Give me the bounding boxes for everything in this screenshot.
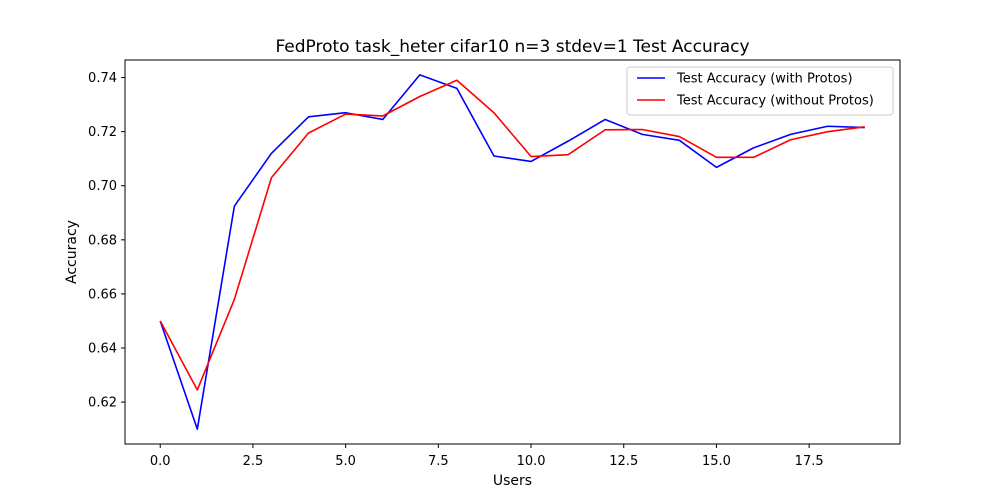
x-tick-label: 12.5 — [609, 454, 638, 469]
series-lines — [159, 74, 865, 430]
y-tick-label: 0.62 — [88, 396, 117, 411]
x-tick-label: 10.0 — [517, 454, 546, 469]
legend-label-1: Test Accuracy (with Protos) — [676, 72, 853, 87]
x-axis-ticks: 0.0 2.5 5.0 7.5 10.0 12.5 15.0 17.5 — [150, 444, 824, 469]
chart-title: FedProto task_heter cifar10 n=3 stdev=1 … — [275, 37, 749, 57]
x-tick-label: 17.5 — [795, 454, 824, 469]
x-axis-label: Users — [493, 473, 532, 489]
series-line-2 — [159, 79, 865, 391]
x-tick-label: 5.0 — [335, 454, 356, 469]
y-tick-label: 0.64 — [88, 342, 117, 357]
x-tick-label: 15.0 — [702, 454, 731, 469]
y-tick-label: 0.70 — [88, 179, 117, 194]
y-tick-label: 0.72 — [88, 125, 117, 140]
y-tick-label: 0.66 — [88, 287, 117, 302]
x-tick-label: 7.5 — [428, 454, 449, 469]
x-tick-label: 0.0 — [150, 454, 171, 469]
x-tick-label: 2.5 — [243, 454, 264, 469]
y-tick-label: 0.74 — [88, 71, 117, 86]
y-axis-label: Accuracy — [64, 220, 80, 284]
y-tick-label: 0.68 — [88, 233, 117, 248]
y-axis-ticks: 0.62 0.64 0.66 0.68 0.70 0.72 0.74 — [88, 71, 125, 411]
legend-label-2: Test Accuracy (without Protos) — [676, 94, 874, 109]
plot-area-frame — [124, 59, 901, 445]
legend-box — [626, 66, 894, 116]
legend: Test Accuracy (with Protos) Test Accuracy… — [626, 66, 894, 116]
series-line-1 — [159, 74, 865, 430]
